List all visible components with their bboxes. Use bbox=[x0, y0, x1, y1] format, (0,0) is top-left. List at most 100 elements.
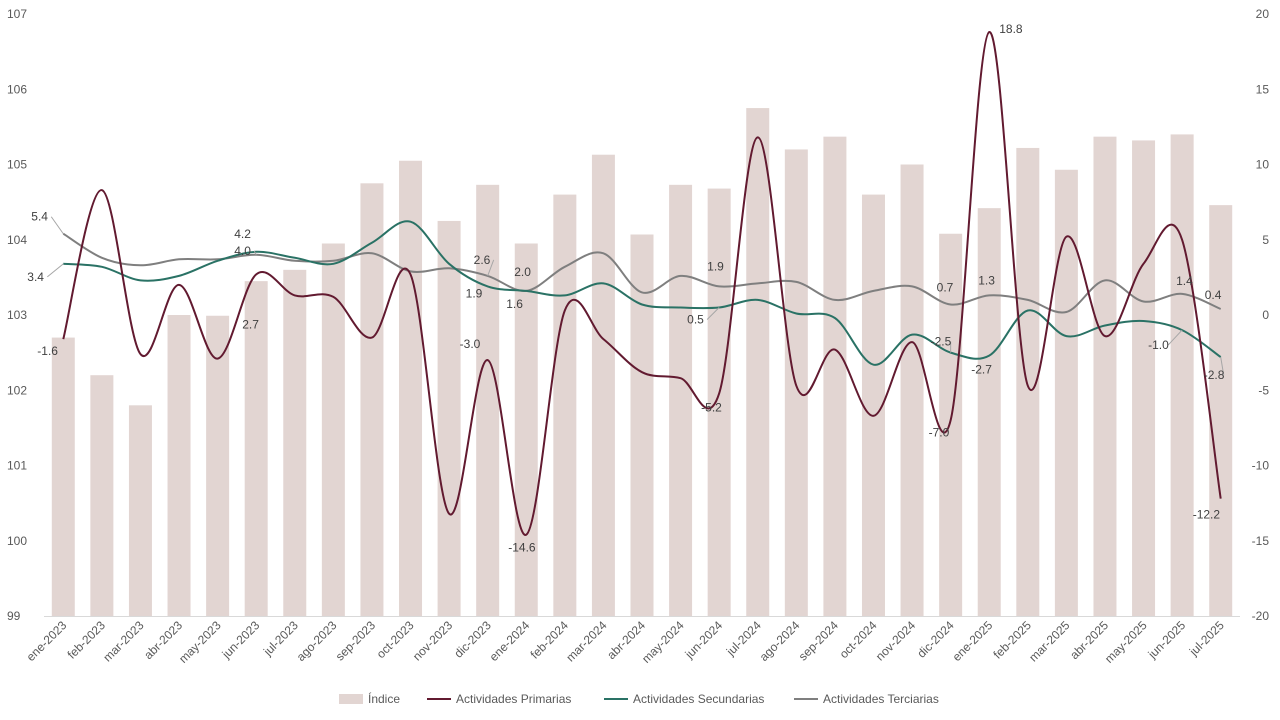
data-label-actividades-secundarias: -2.8 bbox=[1204, 368, 1225, 382]
y-right-tick-label: 5 bbox=[1262, 233, 1269, 247]
y-left-tick-label: 103 bbox=[7, 308, 27, 322]
data-label-actividades-terciarias: 4.0 bbox=[234, 244, 251, 258]
y-left-tick-label: 101 bbox=[7, 459, 27, 473]
data-label-actividades-primarias: -1.6 bbox=[37, 344, 58, 358]
bar-indice-jun-2024 bbox=[707, 188, 731, 616]
y-right-tick-label: -5 bbox=[1258, 383, 1269, 397]
x-tick-label: sep-2024 bbox=[796, 618, 842, 664]
line-actividades-primarias bbox=[62, 31, 1222, 536]
legend-item: Actividades Secundarias bbox=[604, 692, 764, 706]
data-label-actividades-secundarias: 0.5 bbox=[687, 312, 704, 326]
legend-label: Actividades Terciarias bbox=[823, 692, 939, 706]
bar-indice-may-2023 bbox=[206, 315, 230, 616]
bar-indice-oct-2023 bbox=[399, 160, 423, 617]
data-label-actividades-secundarias: 1.6 bbox=[506, 297, 523, 311]
x-tick-label: may-2025 bbox=[1102, 618, 1150, 666]
bar-indice-feb-2023 bbox=[90, 375, 114, 616]
bar-indice-ene-2023 bbox=[51, 337, 75, 616]
x-tick-label: ene-2024 bbox=[487, 618, 533, 664]
x-tick-label: jun-2025 bbox=[1145, 618, 1189, 662]
x-tick-label: ago-2024 bbox=[757, 618, 803, 664]
bar-indice-mar-2023 bbox=[128, 405, 152, 616]
bar-indice-nov-2023 bbox=[437, 220, 461, 616]
data-label-actividades-primarias: 18.8 bbox=[999, 22, 1023, 36]
x-tick-label: mar-2023 bbox=[100, 618, 146, 664]
x-tick-label: jun-2023 bbox=[219, 618, 263, 662]
x-tick-label: nov-2023 bbox=[410, 618, 456, 664]
data-label-actividades-secundarias: 3.4 bbox=[27, 270, 44, 284]
x-tick-label: ene-2025 bbox=[950, 618, 996, 664]
bar-indice-dic-2024 bbox=[939, 233, 963, 617]
bar-indice-abr-2024 bbox=[630, 234, 654, 617]
legend-item: Índice bbox=[339, 691, 400, 706]
bar-indice-mar-2025 bbox=[1054, 169, 1078, 616]
data-label-actividades-terciarias: 5.4 bbox=[31, 210, 48, 224]
data-label-actividades-secundarias: -2.7 bbox=[971, 363, 992, 377]
y-right-tick-label: 0 bbox=[1262, 308, 1269, 322]
bar-indice-nov-2024 bbox=[900, 164, 924, 616]
y-left-tick-label: 104 bbox=[7, 233, 27, 247]
y-right-tick-label: 10 bbox=[1256, 158, 1270, 172]
legend-label: Actividades Primarias bbox=[456, 692, 571, 706]
bar-indice-jun-2025 bbox=[1170, 134, 1194, 616]
y-left-tick-label: 100 bbox=[7, 534, 27, 548]
data-label-actividades-terciarias: 0.7 bbox=[937, 280, 954, 294]
data-label-actividades-primarias: -14.6 bbox=[508, 541, 536, 555]
y-right-tick-label: 20 bbox=[1256, 7, 1270, 21]
x-tick-label: ago-2023 bbox=[294, 618, 340, 664]
data-label-leader bbox=[487, 259, 495, 277]
x-tick-label: nov-2024 bbox=[873, 618, 919, 664]
line-actividades-terciarias bbox=[62, 232, 1222, 314]
bar-indice-abr-2025 bbox=[1093, 136, 1117, 616]
y-right-tick-label: 15 bbox=[1256, 82, 1270, 96]
bar-indice-feb-2025 bbox=[1016, 147, 1040, 616]
x-tick-label: jul-2025 bbox=[1186, 618, 1227, 659]
data-label-actividades-primarias: -12.2 bbox=[1193, 508, 1221, 522]
y-left-tick-label: 107 bbox=[7, 7, 27, 21]
data-label-actividades-terciarias: 2.6 bbox=[474, 253, 491, 267]
data-label-actividades-terciarias: 1.4 bbox=[1176, 274, 1193, 288]
data-label-actividades-terciarias: 0.4 bbox=[1205, 288, 1222, 302]
bar-indice-dic-2023 bbox=[476, 184, 500, 616]
y-left-tick-label: 102 bbox=[7, 383, 27, 397]
data-label-leader bbox=[50, 216, 64, 235]
y-left-tick-label: 99 bbox=[7, 609, 21, 623]
legend-swatch bbox=[339, 694, 363, 704]
legend: Índice Actividades Primarias Actividades S… bbox=[339, 691, 939, 706]
bar-indice-sep-2023 bbox=[360, 183, 384, 616]
legend-label: Índice bbox=[368, 691, 400, 706]
x-tick-label: jun-2024 bbox=[682, 618, 726, 662]
bar-indice-sep-2024 bbox=[823, 136, 847, 616]
bar-indice-jul-2023 bbox=[283, 269, 307, 616]
bars-layer bbox=[51, 108, 1233, 617]
data-label-actividades-primarias: -7.0 bbox=[929, 425, 950, 439]
data-label-actividades-secundarias: -1.0 bbox=[1148, 338, 1169, 352]
bar-indice-mar-2024 bbox=[591, 154, 615, 616]
data-label-actividades-secundarias: 1.9 bbox=[466, 286, 483, 300]
bar-indice-ago-2023 bbox=[321, 243, 345, 616]
bar-indice-ene-2025 bbox=[977, 208, 1001, 616]
x-tick-label: mar-2024 bbox=[563, 618, 609, 664]
data-label-leader bbox=[1167, 329, 1183, 346]
labels-layer: -1.6 2.7 -3.0 -14.6 -5.2 -7.0 18.8 -12.2 3.4 4.2 1… bbox=[27, 22, 1224, 555]
bar-indice-jun-2023 bbox=[244, 281, 268, 616]
data-label-actividades-terciarias: 1.3 bbox=[978, 273, 995, 287]
data-label-actividades-primarias: -5.2 bbox=[701, 400, 722, 414]
data-label-leader bbox=[1220, 357, 1225, 376]
data-label-leader bbox=[253, 250, 257, 256]
data-label-actividades-terciarias: 2.0 bbox=[514, 265, 531, 279]
bar-indice-jul-2024 bbox=[746, 108, 770, 616]
bar-indice-oct-2024 bbox=[861, 194, 885, 616]
x-tick-label: sep-2023 bbox=[333, 618, 379, 664]
data-label-actividades-terciarias: 1.9 bbox=[707, 259, 724, 273]
x-tick-label: mar-2025 bbox=[1026, 618, 1072, 664]
bar-indice-feb-2024 bbox=[553, 194, 577, 616]
data-label-actividades-secundarias: 4.2 bbox=[234, 227, 251, 241]
lines-layer bbox=[62, 31, 1222, 536]
x-tick-label: may-2024 bbox=[639, 618, 687, 666]
legend-item: Actividades Terciarias bbox=[794, 692, 939, 706]
data-label-leader bbox=[46, 263, 64, 278]
bar-indice-may-2025 bbox=[1132, 140, 1156, 617]
data-label-leader bbox=[706, 307, 720, 320]
